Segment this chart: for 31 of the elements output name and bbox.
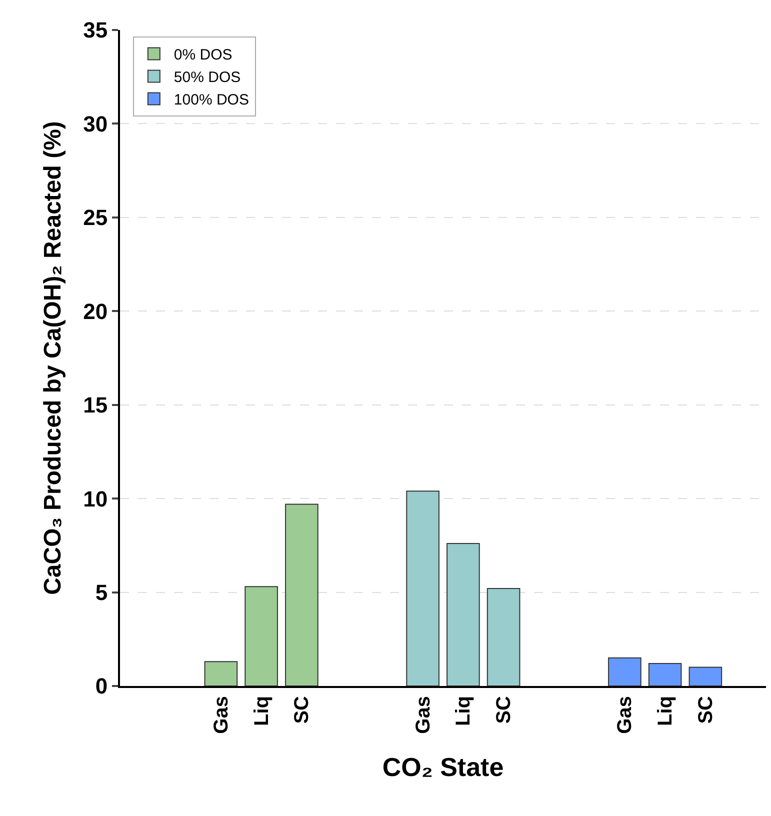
x-tick-label: SC — [493, 696, 516, 724]
y-axis-title: CaCO₃ Produced by Ca(OH)₂ Reacted (%) — [40, 121, 67, 595]
x-axis-title: CO₂ State — [382, 752, 504, 782]
bar — [688, 666, 722, 686]
bar — [486, 588, 520, 686]
legend-label: 0% DOS — [174, 46, 232, 64]
x-tick-label: Gas — [210, 696, 232, 734]
y-tick-label: 0 — [95, 674, 108, 699]
x-tick-label: SC — [291, 696, 314, 724]
legend-label: 100% DOS — [174, 92, 249, 109]
bar — [406, 490, 440, 686]
y-tick-label: 10 — [83, 486, 108, 512]
bar — [446, 543, 480, 686]
y-tick-label: 15 — [83, 392, 108, 418]
legend-label: 50% DOS — [174, 69, 241, 86]
bar — [204, 661, 238, 686]
x-tick-label: Liq — [654, 696, 677, 726]
x-tick-label: Liq — [452, 696, 475, 726]
y-tick-label: 5 — [95, 580, 108, 605]
x-tick-label: Liq — [250, 696, 273, 726]
y-tick-label: 25 — [83, 205, 108, 230]
x-tick-label: Gas — [614, 696, 636, 734]
x-tick-label: Gas — [412, 696, 434, 734]
y-tick-label: 30 — [83, 111, 108, 136]
y-tick-label: 35 — [83, 18, 108, 43]
bar — [608, 657, 642, 686]
bar — [244, 586, 278, 686]
x-tick-label: SC — [694, 696, 717, 724]
bar — [648, 663, 682, 686]
bar — [285, 504, 318, 686]
y-tick-label: 20 — [83, 298, 108, 324]
